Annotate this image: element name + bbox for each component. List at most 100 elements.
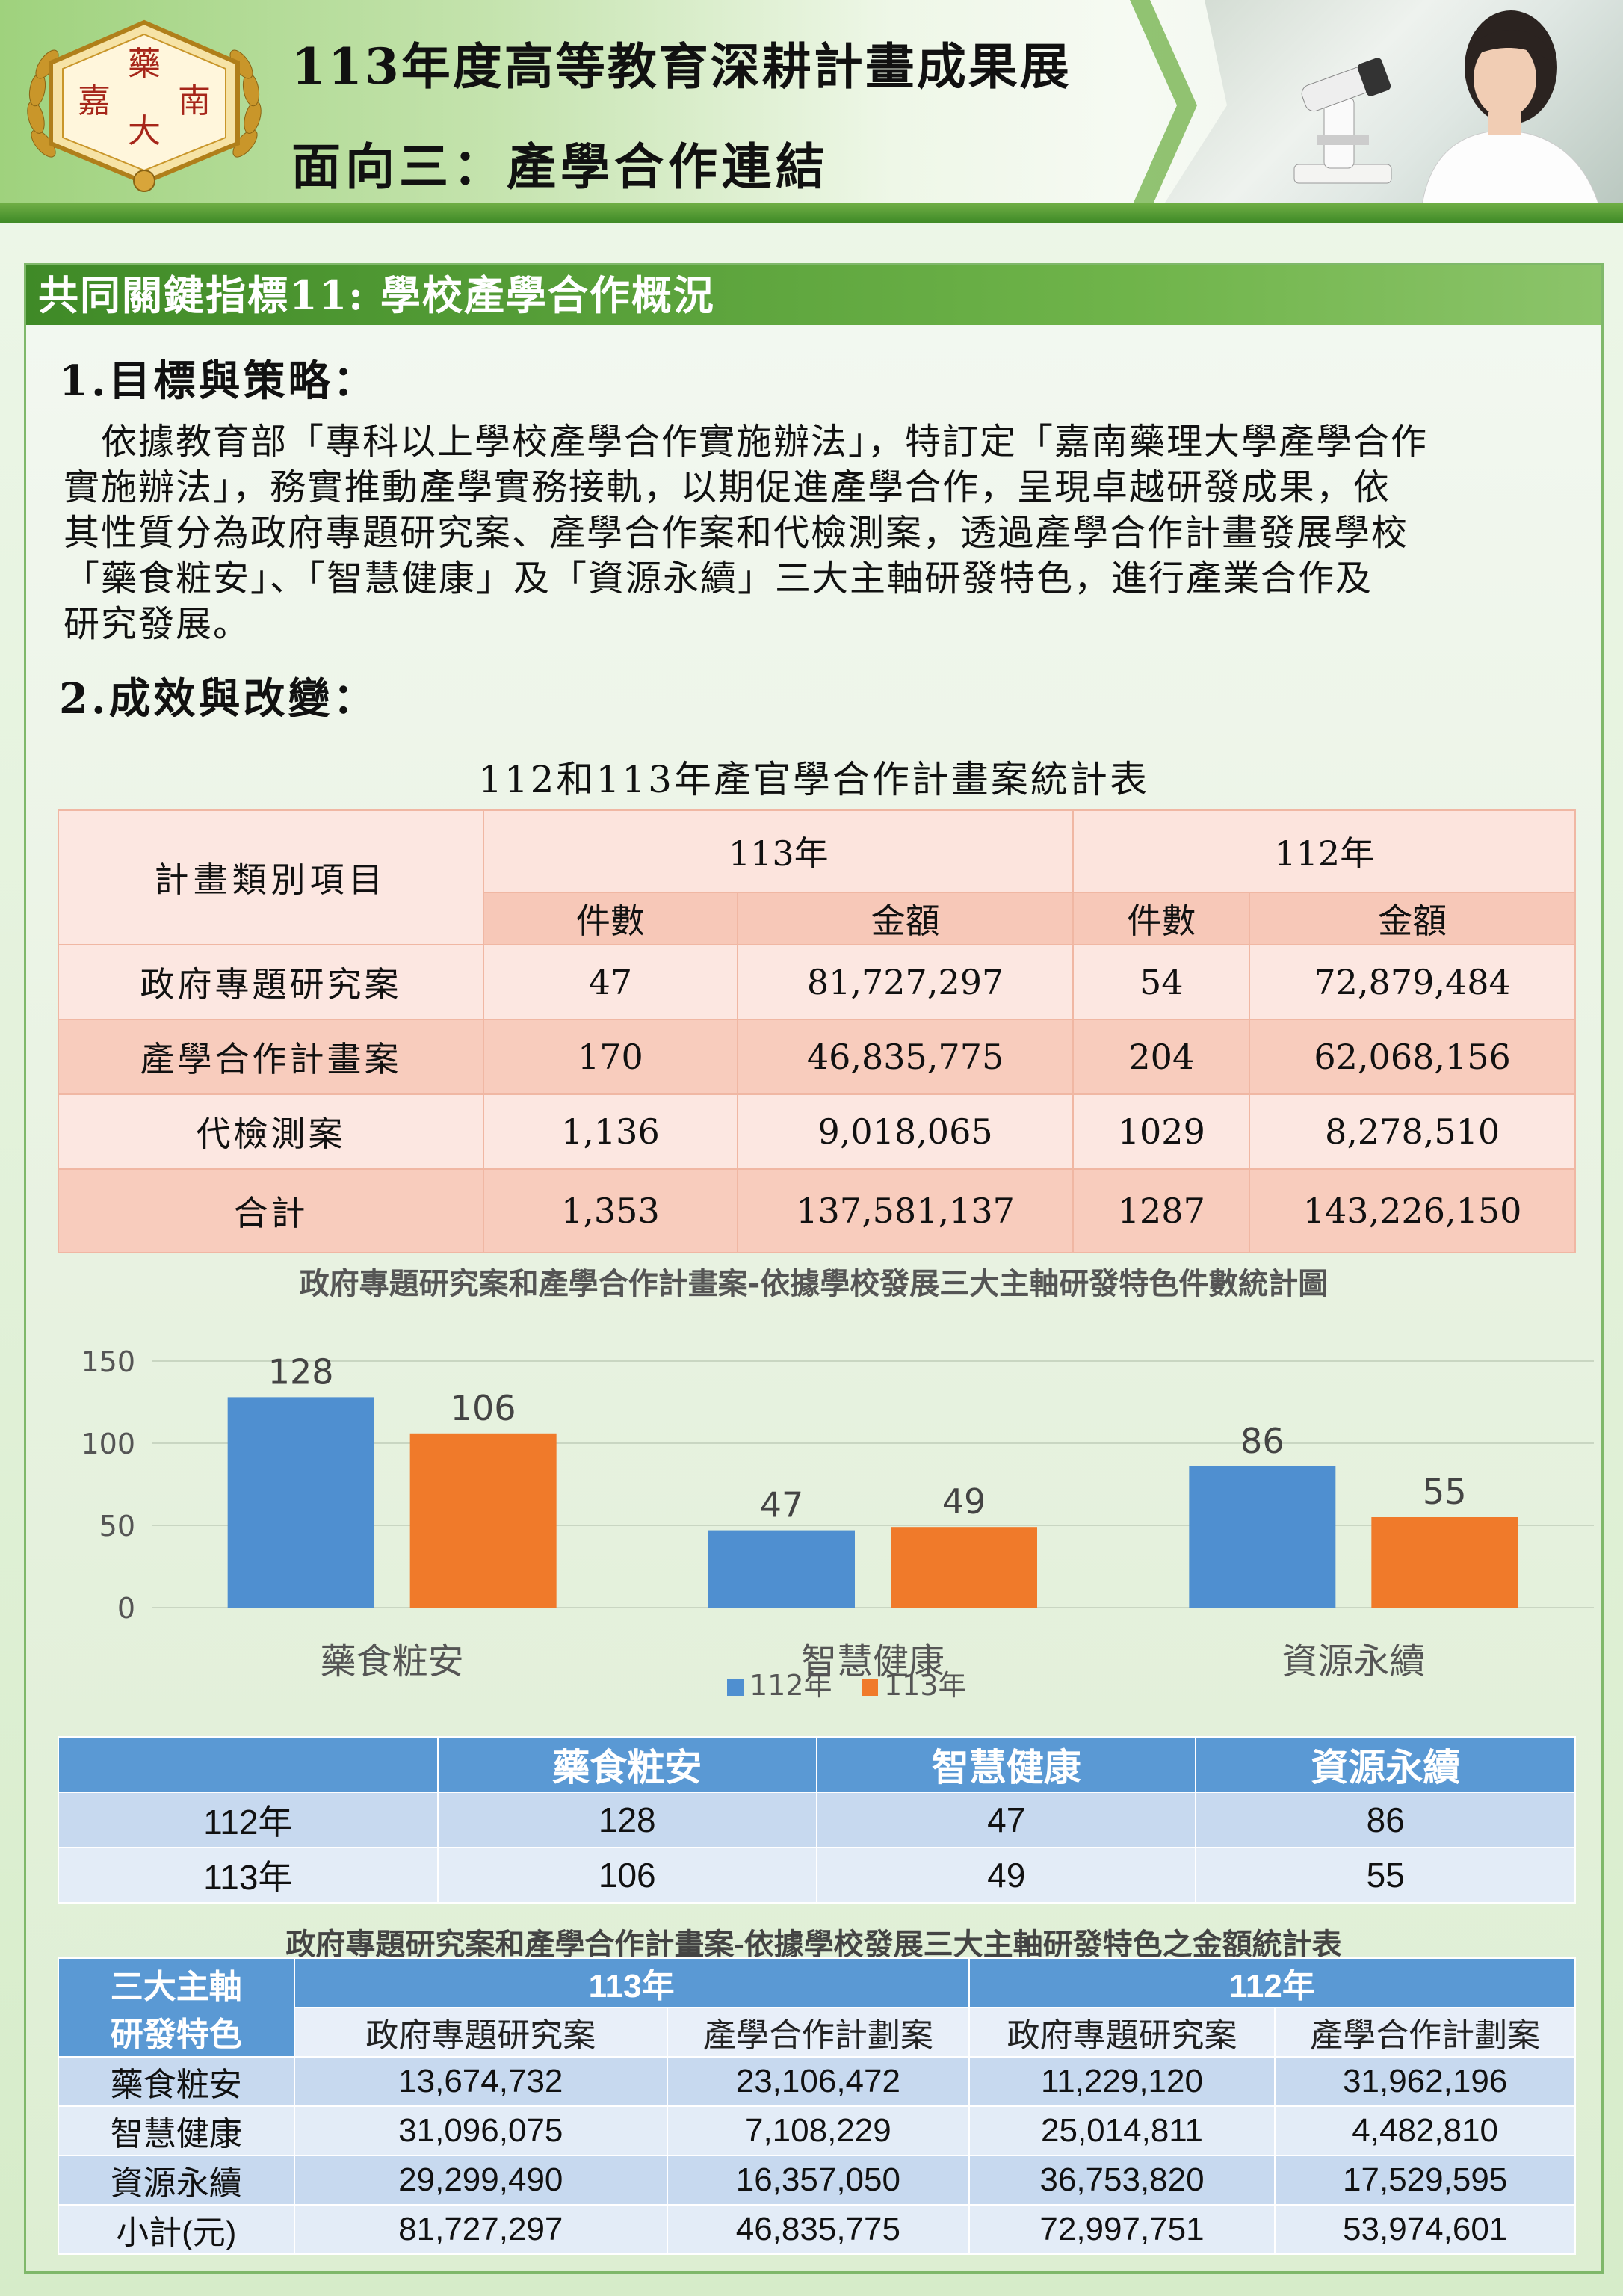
cell: 128	[436, 1792, 817, 1848]
year-113-header: 113年	[483, 809, 1075, 893]
column-header: 政府專題研究案	[293, 2007, 669, 2058]
row-label: 產學合作計畫案	[57, 1019, 485, 1095]
bar-112	[1189, 1466, 1336, 1608]
cell: 23,106,472	[667, 2056, 970, 2107]
year-112-header: 112年	[968, 1957, 1577, 2008]
cell: 86	[1195, 1792, 1576, 1848]
cell: 1029	[1072, 1093, 1251, 1170]
count-header: 件數	[483, 892, 738, 945]
cell: 13,674,732	[293, 2056, 669, 2107]
cell: 46,835,775	[736, 1019, 1075, 1095]
cell: 31,962,196	[1274, 2056, 1576, 2107]
cell: 16,357,050	[667, 2155, 970, 2206]
column-header: 藥食粧安	[436, 1736, 817, 1793]
microscope-icon	[1293, 58, 1392, 184]
cell: 17,529,595	[1274, 2155, 1576, 2206]
table-row: 代檢測案 1,136 9,018,065 1029 8,278,510	[57, 1093, 1576, 1170]
column-header: 智慧健康	[815, 1736, 1197, 1793]
page-title: 113年度高等教育深耕計畫成果展	[291, 37, 1072, 96]
row-label: 合計	[57, 1168, 485, 1253]
legend-label: 113年	[884, 1669, 967, 1702]
content-panel: 共同關鍵指標11: 學校產學合作概況 1.目標與策略： 依據教育部「專科以上學校…	[24, 263, 1604, 2274]
legend-swatch	[727, 1679, 744, 1696]
data-label: 128	[268, 1351, 334, 1392]
cell: 49	[815, 1847, 1197, 1904]
university-logo: 藥 嘉 南 大	[27, 19, 262, 192]
researcher-illustration	[1420, 10, 1601, 211]
bar-113	[891, 1527, 1037, 1608]
column-header: 資源永續	[1195, 1736, 1576, 1793]
logo-char-left: 嘉	[78, 82, 111, 120]
table3-caption: 政府專題研究案和產學合作計畫案-依據學校發展三大主軸研發特色之金額統計表	[285, 1928, 1342, 1961]
corner-line: 研發特色	[110, 2016, 242, 2053]
bar-112	[708, 1530, 855, 1608]
table1-caption: 112和113年產官學合作計畫案統計表	[478, 758, 1149, 801]
legend-label: 112年	[749, 1669, 832, 1702]
corner-cell: 三大主軸 研發特色	[58, 1957, 295, 2058]
corner-cell	[58, 1736, 439, 1793]
table-row: 資源永續 29,299,490 16,357,050 36,753,820 17…	[58, 2155, 1576, 2206]
header-photo	[1160, 0, 1623, 211]
cell: 1,136	[483, 1093, 738, 1170]
category-header: 計畫類別項目	[57, 809, 485, 945]
data-label: 47	[760, 1485, 804, 1525]
y-tick-label: 150	[81, 1345, 135, 1378]
logo-char-right: 南	[178, 82, 211, 120]
cell: 11,229,120	[968, 2056, 1276, 2107]
column-header: 產學合作計劃案	[667, 2007, 970, 2058]
bar-113	[409, 1433, 557, 1608]
cell: 29,299,490	[293, 2155, 669, 2206]
logo-char-bottom: 大	[128, 112, 161, 150]
year-113-header: 113年	[293, 1957, 970, 2008]
bar-112	[227, 1397, 374, 1608]
axis-count-table: 藥食粧安 智慧健康 資源永續 112年 128 47 86 113年 106 4…	[58, 1736, 1576, 1904]
column-header: 產學合作計劃案	[1274, 2007, 1576, 2058]
cooperation-stats-table: 計畫類別項目 113年 112年 件數 金額 件數 金額 政府專題研究案 47 …	[57, 809, 1576, 1253]
table-row: 智慧健康 31,096,075 7,108,229 25,014,811 4,4…	[58, 2105, 1576, 2156]
axis-amount-table: 三大主軸 研發特色 113年 112年 政府專題研究案 產學合作計劃案 政府專題…	[58, 1957, 1577, 2255]
cell: 9,018,065	[736, 1093, 1075, 1170]
amount-header: 金額	[736, 892, 1075, 945]
data-label: 55	[1423, 1472, 1467, 1512]
section-heading-goals: 1.目標與策略：	[59, 357, 378, 406]
cell: 8,278,510	[1249, 1093, 1576, 1170]
cell: 4,482,810	[1274, 2105, 1576, 2156]
row-label: 智慧健康	[58, 2105, 295, 2156]
row-label: 代檢測案	[57, 1093, 485, 1170]
cell: 137,581,137	[736, 1168, 1075, 1253]
cell: 72,997,751	[968, 2204, 1276, 2255]
logo-char-top: 藥	[128, 45, 161, 83]
data-label: 106	[451, 1388, 516, 1428]
cell: 62,068,156	[1249, 1019, 1576, 1095]
chart-title: 政府專題研究案和產學合作計畫案-依據學校發展三大主軸研發特色件數統計圖	[300, 1267, 1329, 1301]
cell: 47	[815, 1792, 1197, 1848]
cell: 1,353	[483, 1168, 738, 1253]
row-label: 112年	[58, 1792, 439, 1848]
page-subtitle: 面向三：產學合作連結	[291, 138, 829, 196]
column-header: 政府專題研究案	[968, 2007, 1276, 2058]
table-row: 113年 106 49 55	[58, 1847, 1576, 1904]
cell: 54	[1072, 944, 1251, 1020]
cell: 25,014,811	[968, 2105, 1276, 2156]
cell: 7,108,229	[667, 2105, 970, 2156]
corner-line: 三大主軸	[110, 1969, 242, 2005]
cell: 55	[1195, 1847, 1576, 1904]
table-row: 小計(元) 81,727,297 46,835,775 72,997,751 5…	[58, 2204, 1576, 2255]
cell: 47	[483, 944, 738, 1020]
year-112-header: 112年	[1072, 809, 1576, 893]
data-label: 86	[1240, 1421, 1285, 1461]
header-divider	[0, 203, 1623, 223]
cell: 53,974,601	[1274, 2204, 1576, 2255]
paragraph-line: 其性質分為政府專題研究案、產學合作案和代檢測案，透過產學合作計畫發展學校	[64, 512, 1409, 554]
axis-count-bar-chart: 政府專題研究案和產學合作計畫案-依據學校發展三大主軸研發特色件數統計圖 0 50 10…	[81, 1267, 1594, 1702]
row-label: 政府專題研究案	[57, 944, 485, 1020]
data-label: 49	[942, 1481, 986, 1522]
count-header: 件數	[1072, 892, 1251, 945]
cell: 106	[436, 1847, 817, 1904]
row-label: 藥食粧安	[58, 2056, 295, 2107]
legend-swatch	[862, 1679, 878, 1696]
paragraph-line: 實施辦法」，務實推動產學實務接軌，以期促進產學合作，呈現卓越研發成果，依	[64, 466, 1391, 508]
cell: 170	[483, 1019, 738, 1095]
paragraph-line: 研究發展。	[64, 603, 251, 645]
paragraph-line: 「藥食粧安」、「智慧健康」及「資源永續」三大主軸研發特色，進行產業合作及	[64, 558, 1373, 599]
